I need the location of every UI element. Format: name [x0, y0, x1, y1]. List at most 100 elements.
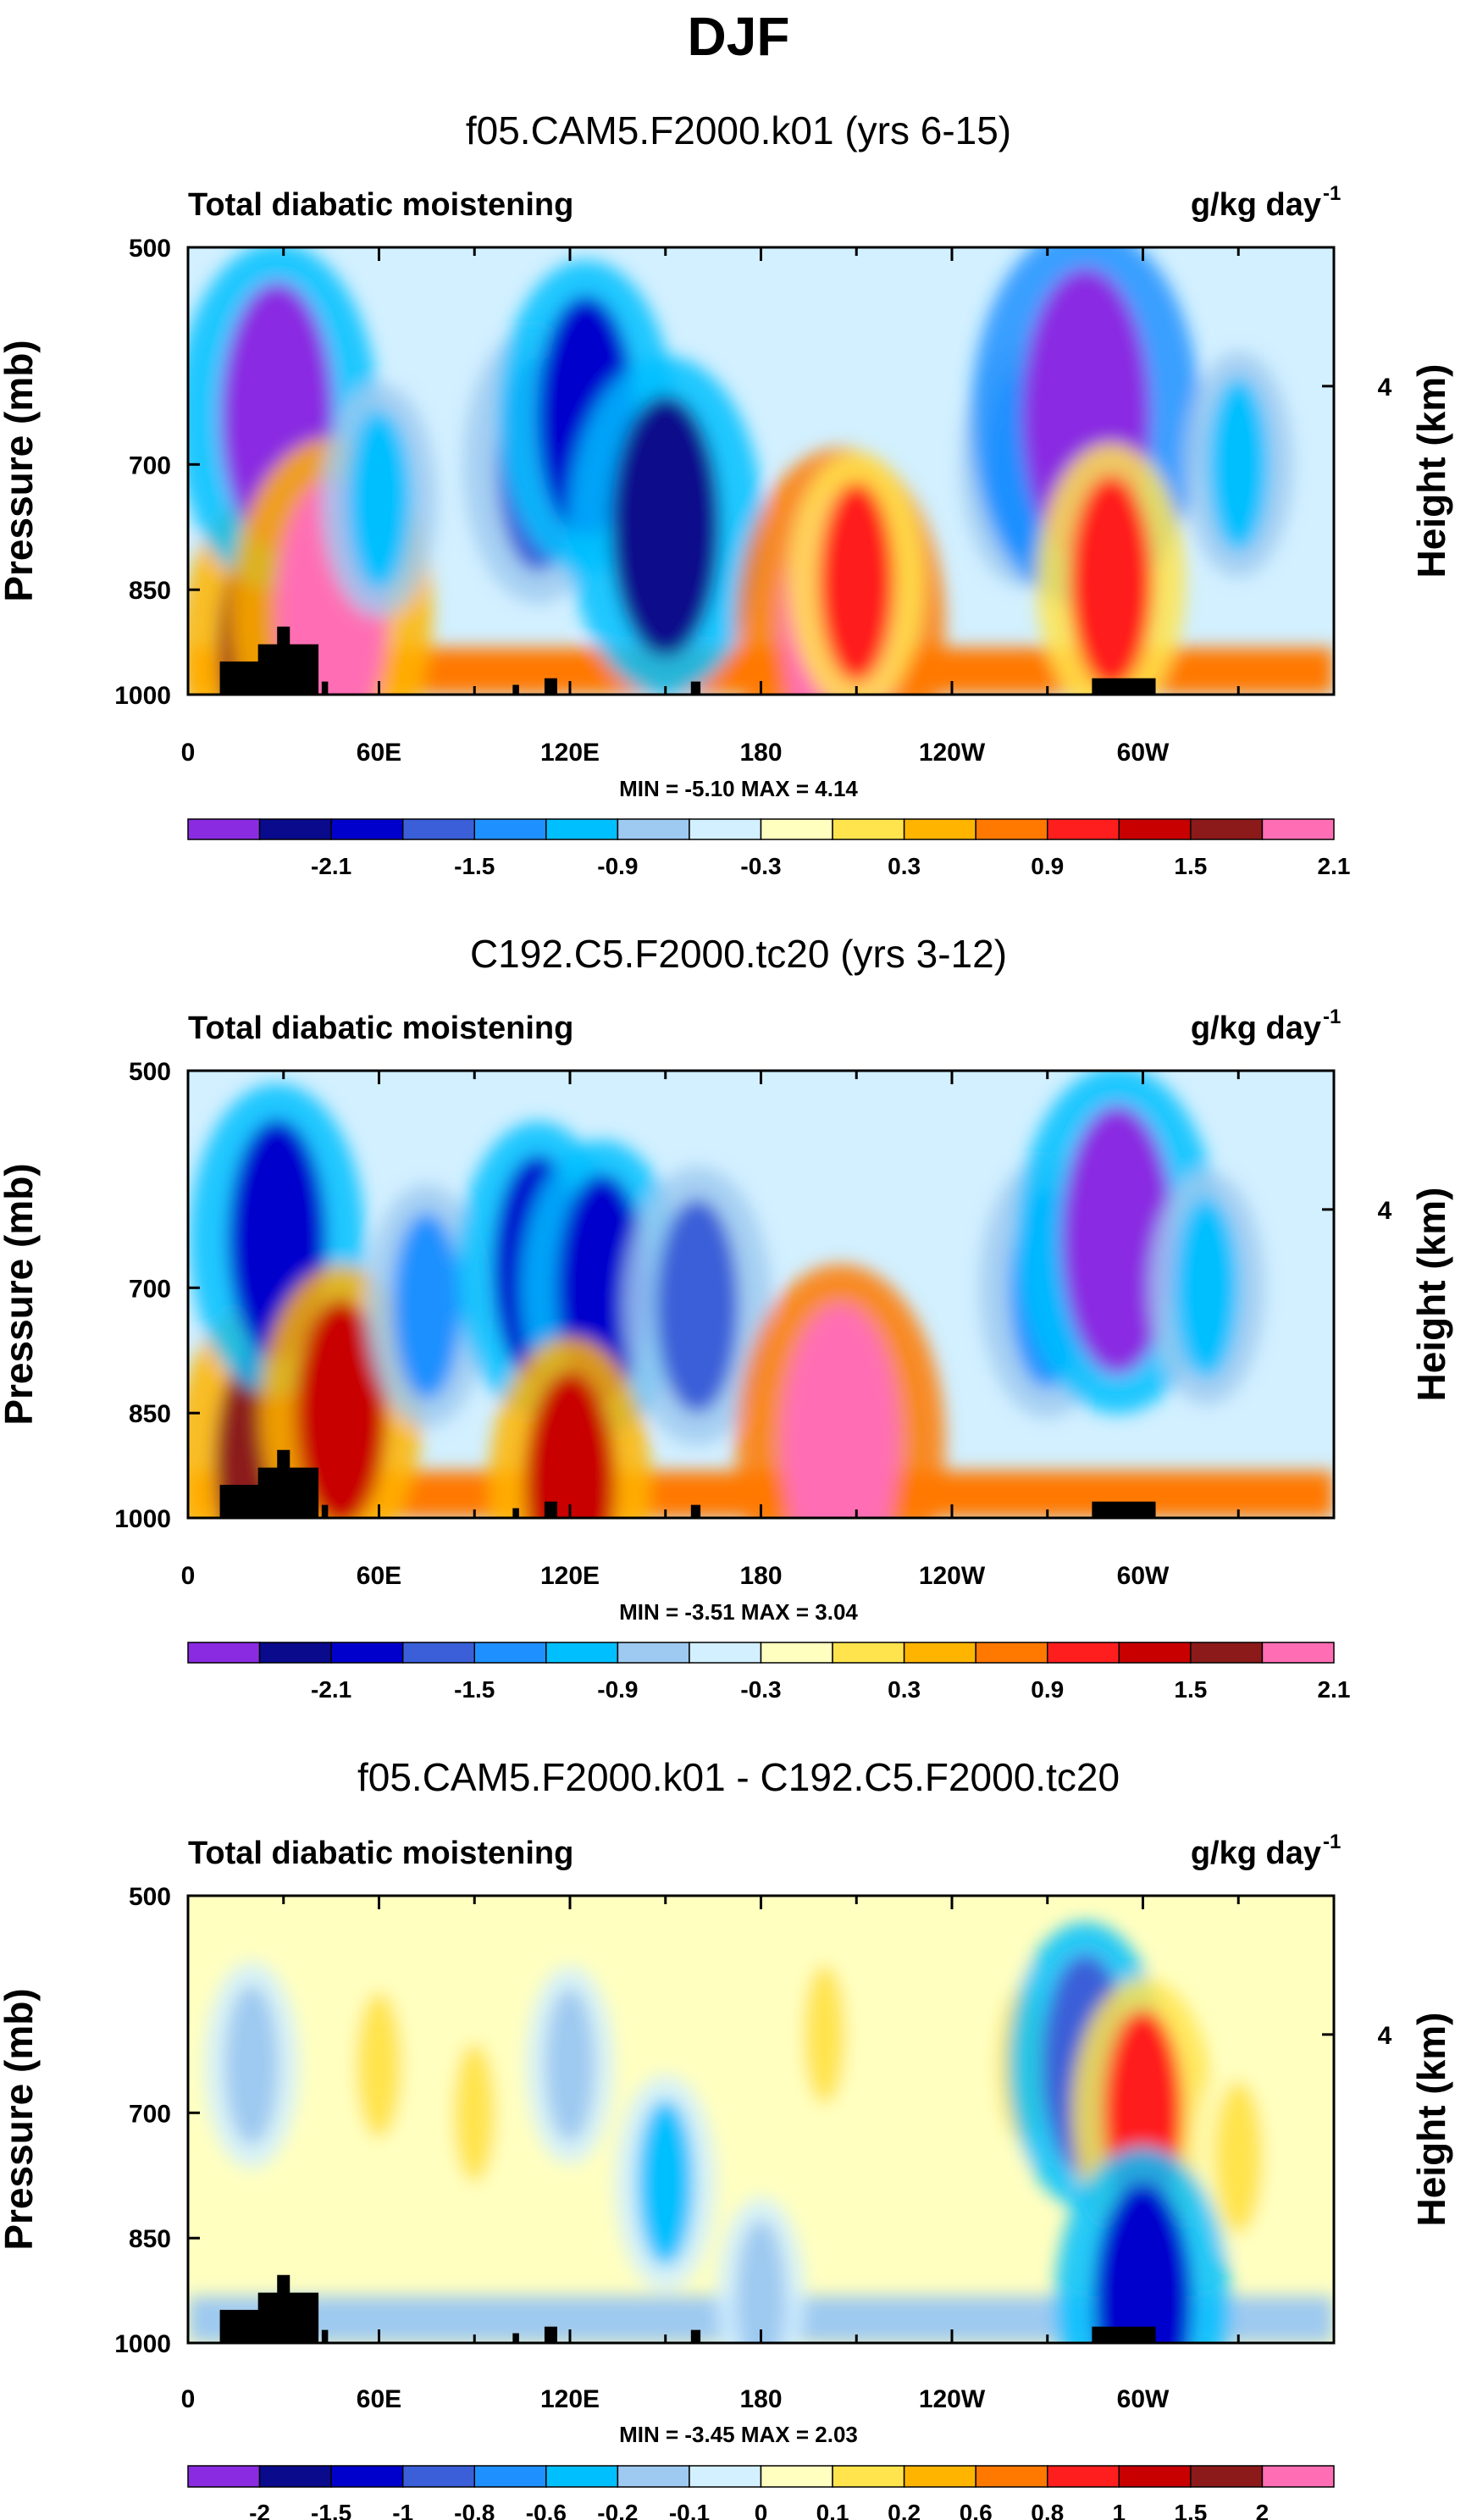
- figure-title: DJF: [687, 6, 790, 67]
- units-exponent: -1: [1323, 182, 1341, 205]
- colorbar-label: -1.5: [454, 1676, 495, 1703]
- colorbar-box: [330, 1642, 404, 1664]
- topography: [1092, 2326, 1156, 2343]
- y-tick-label: 700: [129, 1275, 171, 1303]
- colorbar-box: [689, 2465, 762, 2488]
- x-tick-label: 0: [181, 1562, 196, 1590]
- y-tick-label: 1000: [114, 682, 171, 710]
- colorbar-label: -0.9: [597, 1676, 638, 1703]
- field-layer: [188, 1921, 1334, 2343]
- colorbar-box: [689, 1642, 762, 1664]
- colorbar-box: [330, 818, 404, 840]
- y-tick-label: 1000: [114, 1505, 171, 1533]
- x-tick-label: 60E: [357, 1562, 401, 1590]
- x-tick-label: 120E: [540, 1562, 600, 1590]
- colorbar-box: [258, 2465, 332, 2488]
- colorbar-box: [1118, 2465, 1192, 2488]
- x-tick-label: 60W: [1117, 2385, 1170, 2413]
- topography: [690, 681, 701, 695]
- x-tick-label: 120W: [919, 2385, 986, 2413]
- y-tick-label: 500: [129, 1058, 171, 1086]
- field-feature: [346, 410, 412, 590]
- colorbar-label: 0.2: [888, 2500, 921, 2520]
- y-axis-label: Pressure (mb): [0, 1988, 41, 2250]
- colorbar-box: [1261, 818, 1335, 840]
- colorbar-label: -1: [392, 2500, 413, 2520]
- colorbar-box: [1047, 2465, 1120, 2488]
- units-label: g/kg day: [1191, 187, 1321, 223]
- colorbar-box: [975, 1642, 1048, 1664]
- y2-axis-label: Height (km): [1409, 1188, 1453, 1402]
- colorbar-label: 0.1: [816, 2500, 849, 2520]
- x-tick-label: 120W: [919, 739, 986, 767]
- y-tick-label: 850: [129, 577, 171, 605]
- colorbar-box: [832, 1642, 905, 1664]
- x-tick-label: 120W: [919, 1562, 986, 1590]
- colorbar-label: -2: [249, 2500, 270, 2520]
- y-tick-label: 1000: [114, 2330, 171, 2358]
- y-axis-label: Pressure (mb): [0, 1163, 41, 1425]
- y2-tick-label: 4: [1378, 374, 1392, 402]
- y-tick-label: 500: [129, 1883, 171, 1911]
- y2-tick-label: 4: [1378, 1197, 1392, 1225]
- field-feature: [453, 2043, 495, 2183]
- field-feature: [1061, 1105, 1174, 1374]
- colorbar-label: 2: [1256, 2500, 1270, 2520]
- field-feature: [736, 2219, 786, 2343]
- field-feature: [637, 2099, 694, 2266]
- colorbar-box: [1261, 1642, 1335, 1664]
- units-label: g/kg day: [1191, 1011, 1321, 1046]
- field-feature: [1174, 1198, 1239, 1378]
- field-feature: [1214, 2080, 1264, 2234]
- field-feature: [1070, 475, 1153, 690]
- field-feature: [903, 2050, 938, 2176]
- panel-2: C192.C5.F2000.tc20 (yrs 3-12) Total diaba…: [0, 932, 1453, 1703]
- colorbar-label: -0.9: [597, 853, 638, 879]
- field-feature: [545, 1988, 595, 2141]
- x-tick-label: 60E: [357, 2385, 401, 2413]
- colorbar-label: -0.1: [669, 2500, 710, 2520]
- field-feature: [356, 1991, 402, 2138]
- colorbar-label: 0.8: [1031, 2500, 1064, 2520]
- colorbar-box: [617, 1642, 690, 1664]
- x-tick-label: 180: [739, 739, 782, 767]
- colorbar-box: [832, 2465, 905, 2488]
- colorbar-box: [1190, 1642, 1264, 1664]
- y-axis-label: Pressure (mb): [0, 340, 41, 601]
- min-max-stats: MIN = -3.51 MAX = 3.04: [619, 1599, 858, 1625]
- x-tick-label: 120E: [540, 2385, 600, 2413]
- colorbar-box: [258, 1642, 332, 1664]
- field-layer: [188, 247, 1334, 695]
- colorbar-label: -0.2: [597, 2500, 638, 2520]
- colorbar-box: [617, 2465, 690, 2488]
- units-exponent: -1: [1323, 1830, 1341, 1853]
- x-tick-label: 120E: [540, 739, 600, 767]
- colorbar-box: [401, 1642, 475, 1664]
- colorbar-label: -0.3: [740, 853, 781, 879]
- field-feature: [392, 1212, 461, 1399]
- colorbar-box: [617, 818, 690, 840]
- topography: [690, 1504, 701, 1518]
- colorbar-box: [545, 1642, 619, 1664]
- colorbar-label: -2.1: [311, 853, 351, 879]
- colorbar-box: [187, 1642, 261, 1664]
- y-tick-label: 850: [129, 2225, 171, 2253]
- topography: [544, 678, 557, 695]
- colorbar-label: 0: [755, 2500, 768, 2520]
- colorbar-box: [187, 818, 261, 840]
- y2-tick-label: 4: [1378, 2022, 1392, 2050]
- colorbar-label: 2.1: [1318, 1676, 1351, 1703]
- colorbar-box: [545, 818, 619, 840]
- topography: [1092, 1501, 1156, 1518]
- topography: [1092, 678, 1156, 695]
- colorbar-box: [473, 2465, 547, 2488]
- topography: [512, 2333, 519, 2343]
- colorbar-label: -0.8: [454, 2500, 495, 2520]
- panel-title: f05.CAM5.F2000.k01 - C192.C5.F2000.tc20: [357, 1755, 1120, 1799]
- field-feature: [1093, 2182, 1192, 2343]
- field-feature: [804, 1964, 846, 2104]
- field-feature: [524, 1371, 616, 1518]
- colorbar-label: 0.9: [1031, 853, 1064, 879]
- field-feature: [1208, 378, 1269, 551]
